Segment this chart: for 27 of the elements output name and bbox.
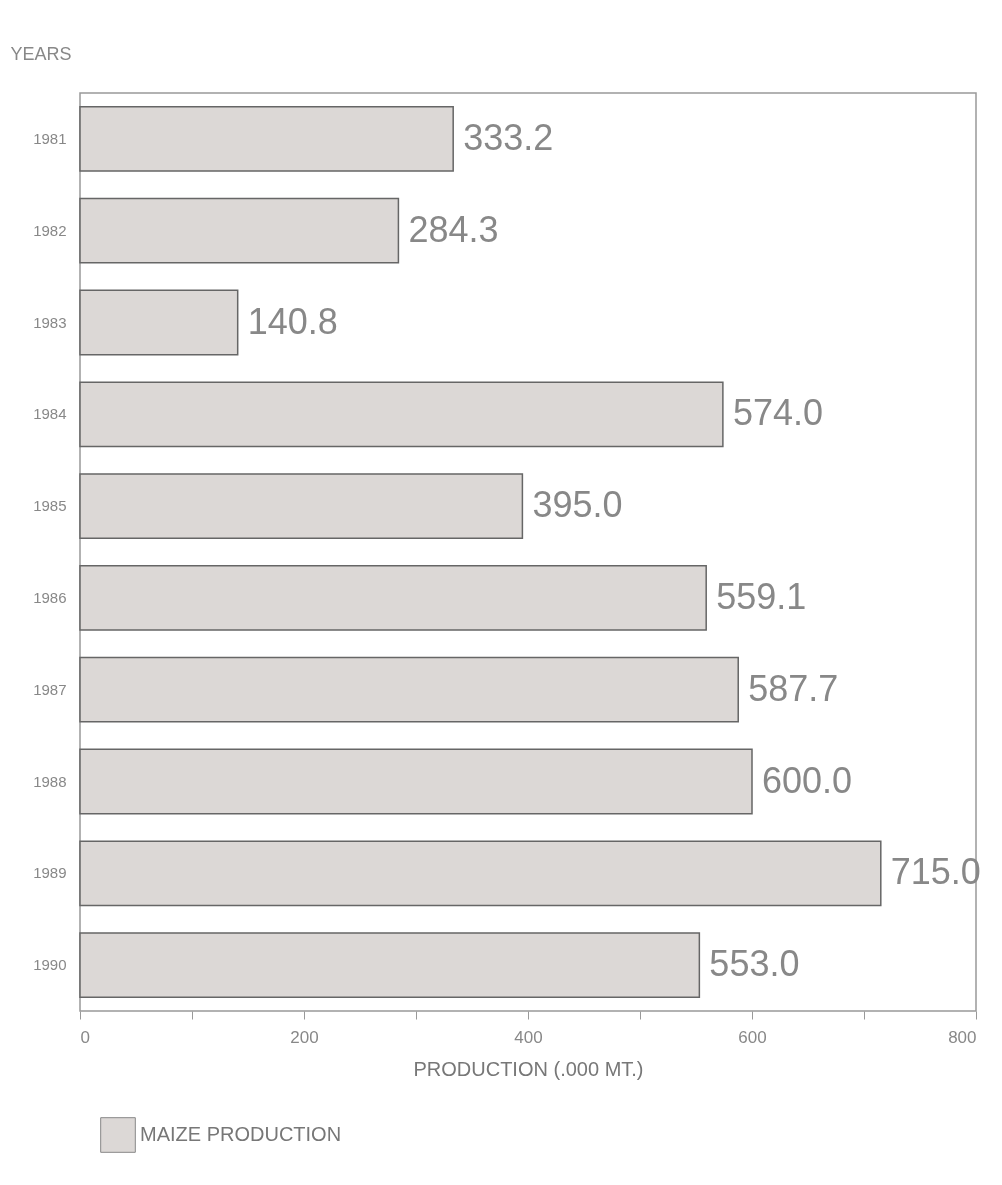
text: 600.0 [762, 759, 853, 801]
y-tick-label: 1986 [33, 588, 67, 606]
y-tick-label: 1990 [33, 956, 67, 974]
x-tick-label: 0 [80, 1027, 90, 1047]
text: 140.8 [247, 300, 338, 342]
legend-label: MAIZE PRODUCTION [140, 1123, 342, 1145]
x-tick-label: 800 [948, 1027, 977, 1047]
x-tick-label: 200 [290, 1027, 319, 1047]
y-tick-label: 1989 [33, 864, 67, 882]
text: 574.0 [732, 392, 823, 434]
y-axis-title: YEARS [10, 43, 72, 64]
text: 553.0 [709, 943, 800, 985]
y-tick-label: 1983 [33, 313, 67, 331]
x-axis-title: PRODUCTION (.000 MT.) [413, 1057, 644, 1080]
text: 333.2 [463, 116, 554, 158]
y-tick-label: 1982 [33, 221, 67, 239]
y-tick-label: 1988 [33, 772, 67, 790]
y-tick-label: 1981 [33, 129, 67, 147]
text: 284.3 [408, 208, 499, 250]
y-tick-label: 1987 [33, 680, 67, 698]
text: 395.0 [532, 484, 623, 526]
x-tick-label: 400 [514, 1027, 543, 1047]
y-tick-label: 1984 [33, 405, 67, 423]
text: 559.1 [716, 575, 807, 617]
y-tick-label: 1985 [33, 497, 67, 515]
x-tick-label: 600 [738, 1027, 767, 1047]
text: 587.7 [748, 667, 839, 709]
